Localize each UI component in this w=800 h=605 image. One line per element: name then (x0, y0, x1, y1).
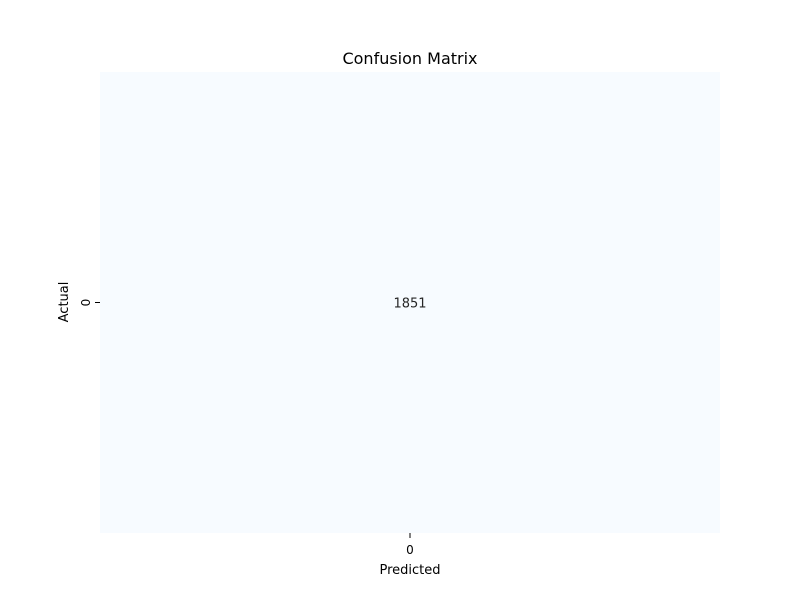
cell-value-label: 1851 (393, 297, 426, 312)
x-axis-ticks: 0 (406, 533, 414, 557)
y-axis-ticks: 0 (79, 299, 100, 307)
heatmap-annotations: 1851 (393, 297, 426, 312)
chart-title: Confusion Matrix (342, 49, 477, 68)
x-tick-label: 0 (406, 543, 414, 557)
heatmap-cells (100, 72, 720, 533)
y-axis-label: Actual (57, 282, 72, 323)
heatmap-cell (100, 72, 720, 533)
x-axis-label: Predicted (379, 563, 440, 578)
y-tick-label: 0 (79, 299, 93, 307)
